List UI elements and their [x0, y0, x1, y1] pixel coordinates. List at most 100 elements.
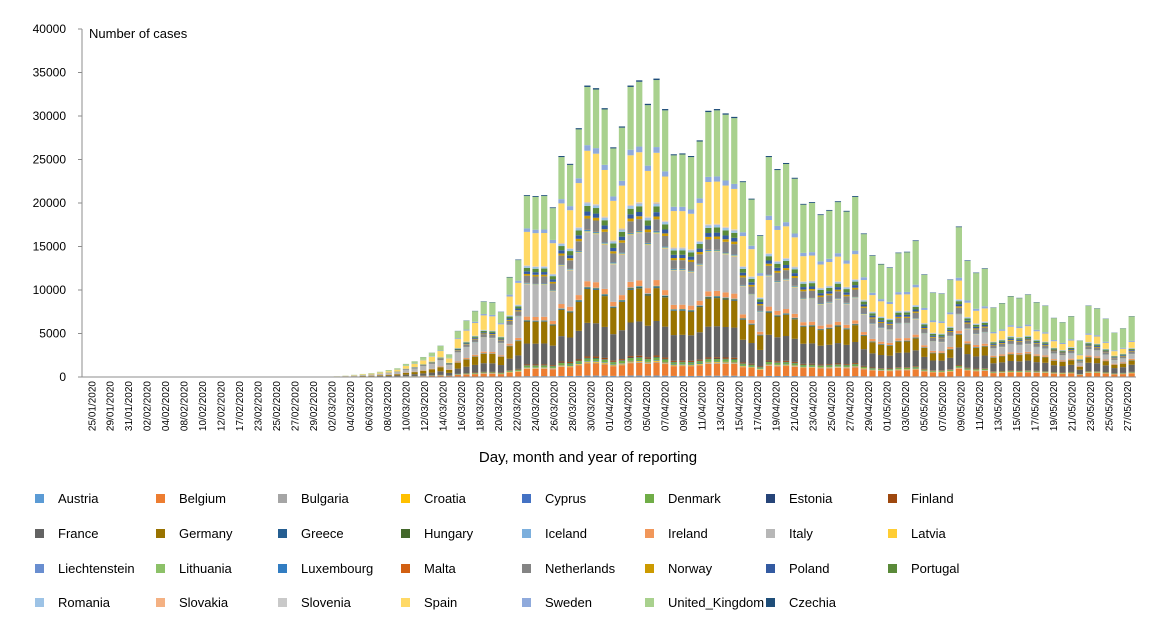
x-tick-label: 02/02/2020: [143, 381, 154, 431]
bar-segment: [878, 370, 885, 377]
bar-segment: [938, 321, 945, 323]
bar-segment: [739, 366, 747, 368]
bar-segment: [998, 343, 1006, 347]
bar-segment: [731, 298, 738, 300]
x-tick-label: 21/04/2020: [790, 381, 801, 431]
bar-segment: [1024, 354, 1032, 361]
bar-segment: [627, 205, 634, 206]
bar-segment: [852, 324, 859, 325]
bar-segment: [618, 127, 626, 181]
bar-segment: [783, 258, 790, 261]
bar-segment: [1128, 373, 1135, 377]
bar-segment: [428, 362, 435, 364]
bar-segment: [471, 323, 479, 336]
bar-segment: [903, 291, 911, 295]
bar-segment: [1128, 350, 1135, 352]
bar-segment: [808, 325, 816, 327]
bar-segment: [739, 232, 747, 237]
bar-segment: [895, 367, 902, 368]
bar-segment: [886, 369, 893, 371]
bar-segment: [420, 360, 427, 365]
bar-segment: [454, 338, 461, 340]
bar-segment: [592, 233, 600, 235]
bar-segment: [394, 368, 401, 370]
bar-segment: [1024, 338, 1032, 340]
bar-segment: [541, 284, 548, 317]
bar-segment: [826, 324, 833, 328]
bar-segment: [549, 320, 556, 325]
bar-segment: [584, 230, 591, 231]
bar-segment: [567, 206, 574, 211]
bar-segment: [973, 369, 980, 371]
bar-segment: [955, 301, 962, 305]
bar-segment: [748, 295, 755, 321]
bar-segment: [947, 357, 954, 370]
x-tick-label: 25/04/2020: [827, 381, 838, 431]
bar-segment: [679, 310, 686, 335]
bar-segment: [549, 208, 556, 240]
bar-segment: [774, 170, 781, 226]
bar-segment: [592, 148, 600, 154]
bar-segment: [705, 297, 712, 299]
bar-segment: [376, 374, 384, 376]
bar-segment: [670, 270, 677, 305]
bar-segment: [947, 371, 954, 377]
bar-segment: [912, 306, 919, 310]
bar-segment: [696, 305, 703, 307]
bar-segment: [662, 362, 669, 364]
bar-segment: [687, 250, 695, 253]
bar-segment: [921, 348, 928, 357]
bar-segment: [808, 290, 816, 298]
bar-segment: [376, 372, 384, 374]
bar-segment: [912, 367, 919, 369]
bar-segment: [601, 225, 608, 230]
bar-segment: [774, 281, 781, 282]
bar-segment: [523, 321, 531, 344]
bar-segment: [446, 364, 453, 365]
bar-segment: [713, 223, 721, 225]
bar-segment: [627, 360, 634, 362]
bar-segment: [1007, 325, 1014, 327]
bar-segment: [964, 320, 971, 323]
bar-segment: [748, 366, 755, 368]
bar-segment: [869, 367, 876, 369]
bar-segment: [1042, 371, 1049, 373]
bar-segment: [990, 357, 997, 364]
bar-segment: [368, 373, 375, 375]
bar-segment: [454, 368, 461, 374]
bar-segment: [471, 372, 479, 374]
bar-segment: [722, 363, 729, 376]
bar-segment: [774, 365, 781, 366]
bar-segment: [653, 202, 660, 203]
y-tick-label: 15000: [33, 240, 67, 254]
x-tick-label: 13/04/2020: [716, 381, 727, 431]
bar-segment: [1111, 368, 1118, 374]
bar-segment: [679, 360, 686, 362]
bar-segment: [636, 286, 643, 287]
bar-segment: [592, 289, 600, 290]
bar-segment: [532, 367, 539, 369]
bar-segment: [636, 357, 643, 358]
bar-segment: [800, 256, 807, 282]
bar-segment: [515, 310, 522, 312]
bar-segment: [1102, 359, 1109, 361]
bar-segment: [662, 229, 669, 234]
bar-segment: [1076, 366, 1083, 367]
bar-segment: [791, 319, 798, 339]
bar-segment: [662, 109, 669, 111]
bar-segment: [808, 326, 816, 344]
bar-segment: [515, 337, 522, 341]
bar-segment: [627, 205, 634, 209]
bar-segment: [808, 202, 816, 253]
bar-segment: [627, 289, 634, 323]
bar-segment: [998, 354, 1006, 356]
bar-segment: [1050, 347, 1058, 349]
bar-segment: [627, 204, 634, 206]
x-tick-label: 14/03/2020: [439, 381, 450, 431]
bar-segment: [791, 177, 798, 179]
x-tick-label: 03/04/2020: [623, 381, 634, 431]
bar-segment: [636, 357, 643, 361]
bar-segment: [834, 201, 842, 203]
bar-segment: [610, 264, 617, 302]
bar-segment: [748, 363, 755, 365]
